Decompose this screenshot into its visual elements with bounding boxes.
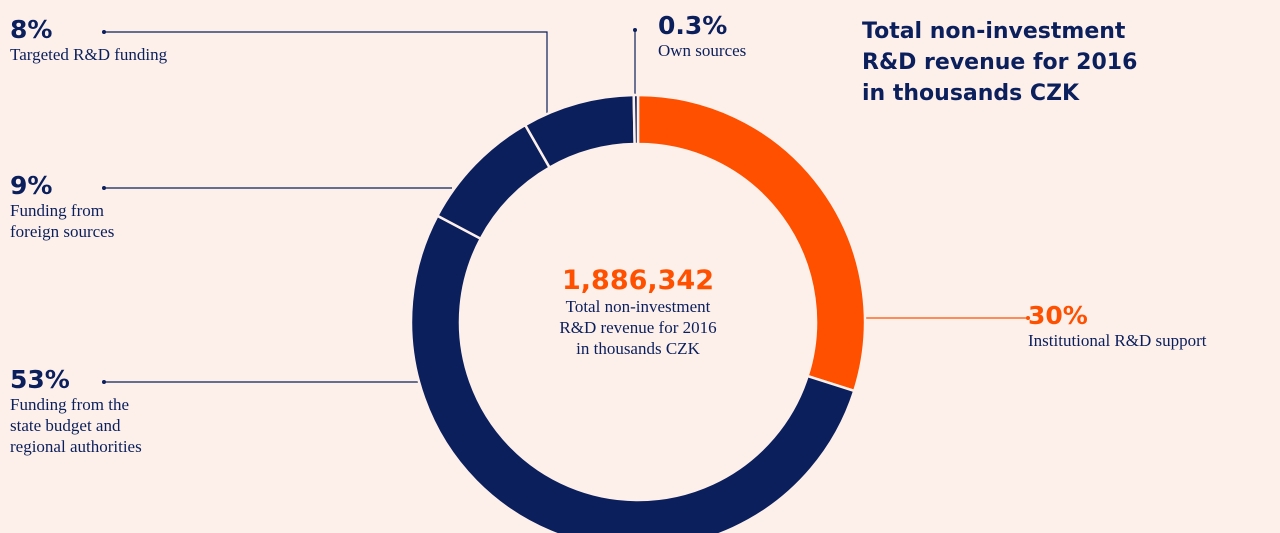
leader-lines (104, 30, 1028, 383)
slice-label: 53% Funding from the state budget and reg… (10, 366, 142, 457)
value-label: 0.3% (658, 11, 728, 40)
center-block: 1,886,342 Total non-investment R&D reven… (488, 266, 788, 359)
center-value: 1,886,342 (561, 265, 715, 296)
value-label: 30% (1028, 301, 1088, 330)
category-label: Funding from the state budget and region… (10, 395, 142, 456)
value-label: 8% (10, 15, 53, 44)
leader-dot (102, 380, 106, 384)
slice-label: 0.3% Own sources (658, 12, 746, 61)
category-label: Institutional R&D support (1028, 331, 1207, 350)
leader-dot (102, 30, 106, 34)
center-caption: Total non-investment R&D revenue for 201… (559, 297, 717, 358)
chart-title: Total non-investment R&D revenue for 201… (862, 19, 1138, 106)
category-label: Own sources (658, 41, 747, 60)
donut-segment (435, 123, 552, 241)
value-label: 9% (10, 171, 53, 200)
slice-label: 9% Funding from foreign sources (10, 172, 114, 242)
value-label: 53% (10, 365, 70, 394)
leader-line (104, 31, 548, 132)
category-label: Funding from foreign sources (10, 201, 115, 241)
leader-dot (633, 28, 637, 32)
slice-label: 30% Institutional R&D support (1028, 302, 1207, 351)
leader-dot (1026, 316, 1030, 320)
leader-dots (102, 28, 1030, 384)
slice-label: 8% Targeted R&D funding (10, 16, 167, 65)
leader-dot (102, 186, 106, 190)
donut-segment (632, 93, 640, 146)
category-label: Targeted R&D funding (10, 45, 168, 64)
donut-segment (409, 214, 856, 533)
